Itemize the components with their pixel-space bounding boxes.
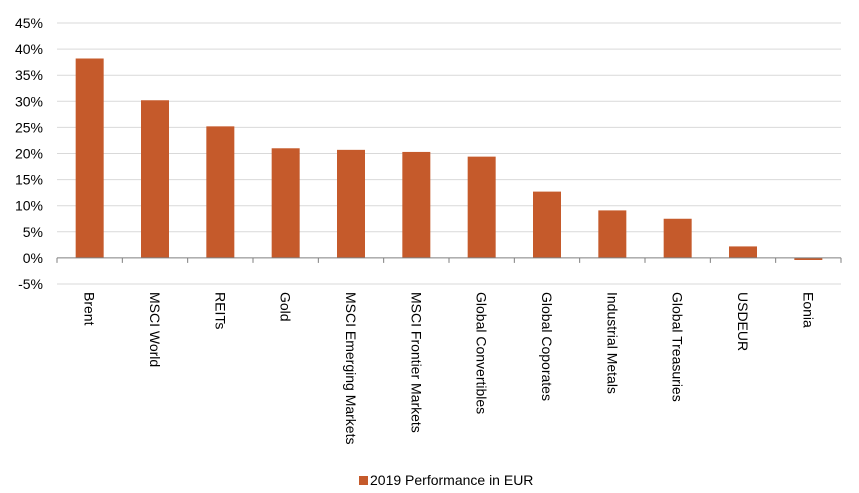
- bar-4: [337, 149, 365, 258]
- x-axis-category-labels: Brent MSCI World REITs Gold MSCI Emerging Ma…: [82, 292, 817, 444]
- y-tick-label: 25%: [15, 119, 43, 135]
- bar-11: [794, 257, 823, 260]
- y-tick-label: 35%: [15, 67, 43, 83]
- legend-swatch: [359, 476, 368, 485]
- category-label: Global Treasuries: [670, 292, 686, 402]
- category-label: MSCI Emerging Markets: [343, 292, 359, 444]
- category-label: Gold: [278, 292, 294, 322]
- y-tick-label: 45%: [15, 15, 43, 31]
- y-tick-label: -5%: [18, 276, 43, 292]
- y-tick-label: 40%: [15, 41, 43, 57]
- category-label: MSCI World: [147, 292, 163, 367]
- y-axis-tick-labels: -5% 0% 5% 10% 15% 20% 25% 30% 35% 40% 45%: [15, 15, 43, 292]
- y-tick-label: 0%: [23, 250, 43, 266]
- bar-10: [729, 246, 757, 258]
- y-tick-label: 30%: [15, 93, 43, 109]
- bar-9: [663, 218, 692, 258]
- category-label: REITs: [212, 292, 228, 329]
- bar-7: [533, 191, 561, 258]
- gridlines: [57, 22, 841, 285]
- bar-2: [206, 126, 235, 258]
- bar-6: [467, 156, 496, 258]
- category-label: Global Coporates: [539, 292, 555, 401]
- legend: 2019 Performance in EUR: [359, 472, 533, 488]
- y-tick-label: 15%: [15, 172, 43, 188]
- legend-label: 2019 Performance in EUR: [370, 472, 533, 488]
- category-label: Eonia: [800, 292, 816, 328]
- category-label: Industrial Metals: [604, 292, 620, 394]
- bar-8: [598, 210, 627, 258]
- y-tick-label: 10%: [15, 198, 43, 214]
- y-tick-label: 20%: [15, 146, 43, 162]
- bar-0: [75, 58, 104, 258]
- bar-5: [402, 151, 431, 258]
- category-label: USDEUR: [735, 292, 751, 351]
- category-label: MSCI Frontier Markets: [408, 292, 424, 433]
- bars: [75, 58, 823, 260]
- y-tick-label: 5%: [23, 224, 43, 240]
- category-label: Global Convertibles: [474, 292, 490, 414]
- bar-1: [141, 100, 169, 258]
- category-label: Brent: [82, 292, 98, 326]
- bar-3: [271, 148, 300, 258]
- x-axis: [56, 257, 842, 263]
